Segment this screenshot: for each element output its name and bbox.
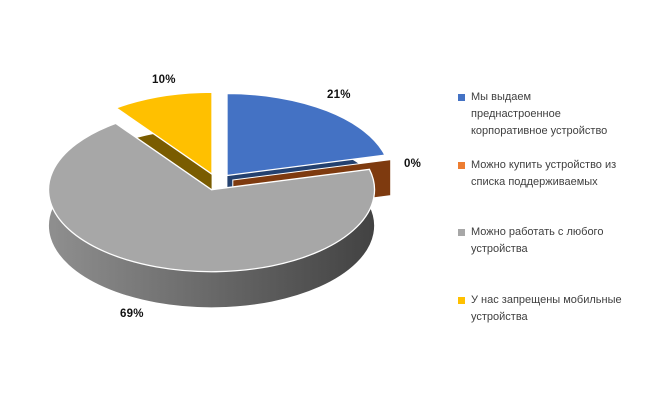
legend-marker-gray-icon [458,229,465,236]
legend-label: Можно работать с любого устройства [471,226,604,255]
legend-label: У нас запрещены мобильные устройства [471,294,622,323]
legend-marker-orange-icon [458,162,465,169]
legend-item-issue-corporate-device: Мы выдаем преднастроенное корпоративное … [452,89,648,140]
legend-item-buy-from-supported-list: Можно купить устройство из списка поддер… [452,157,648,191]
pie-top-work-from-any-device [47,122,376,273]
data-label-blue: 21% [327,89,351,101]
pie-top-issue-corporate-device [226,92,386,177]
data-label-yellow: 10% [152,74,176,86]
legend-marker-blue-icon [458,94,465,101]
legend-label: Можно купить устройство из списка поддер… [471,159,617,188]
legend-marker-yellow-icon [458,297,465,304]
pie-top-mobile-devices-banned [114,91,213,176]
legend-label: Мы выдаем преднастроенное корпоративное … [471,91,608,137]
data-label-orange: 0% [404,158,422,170]
legend-item-work-from-any-device: Можно работать с любого устройства [452,224,648,258]
data-label-gray: 69% [120,308,144,320]
legend-item-mobile-devices-banned: У нас запрещены мобильные устройства [452,292,648,326]
legend: Мы выдаем преднастроенное корпоративное … [452,0,648,417]
